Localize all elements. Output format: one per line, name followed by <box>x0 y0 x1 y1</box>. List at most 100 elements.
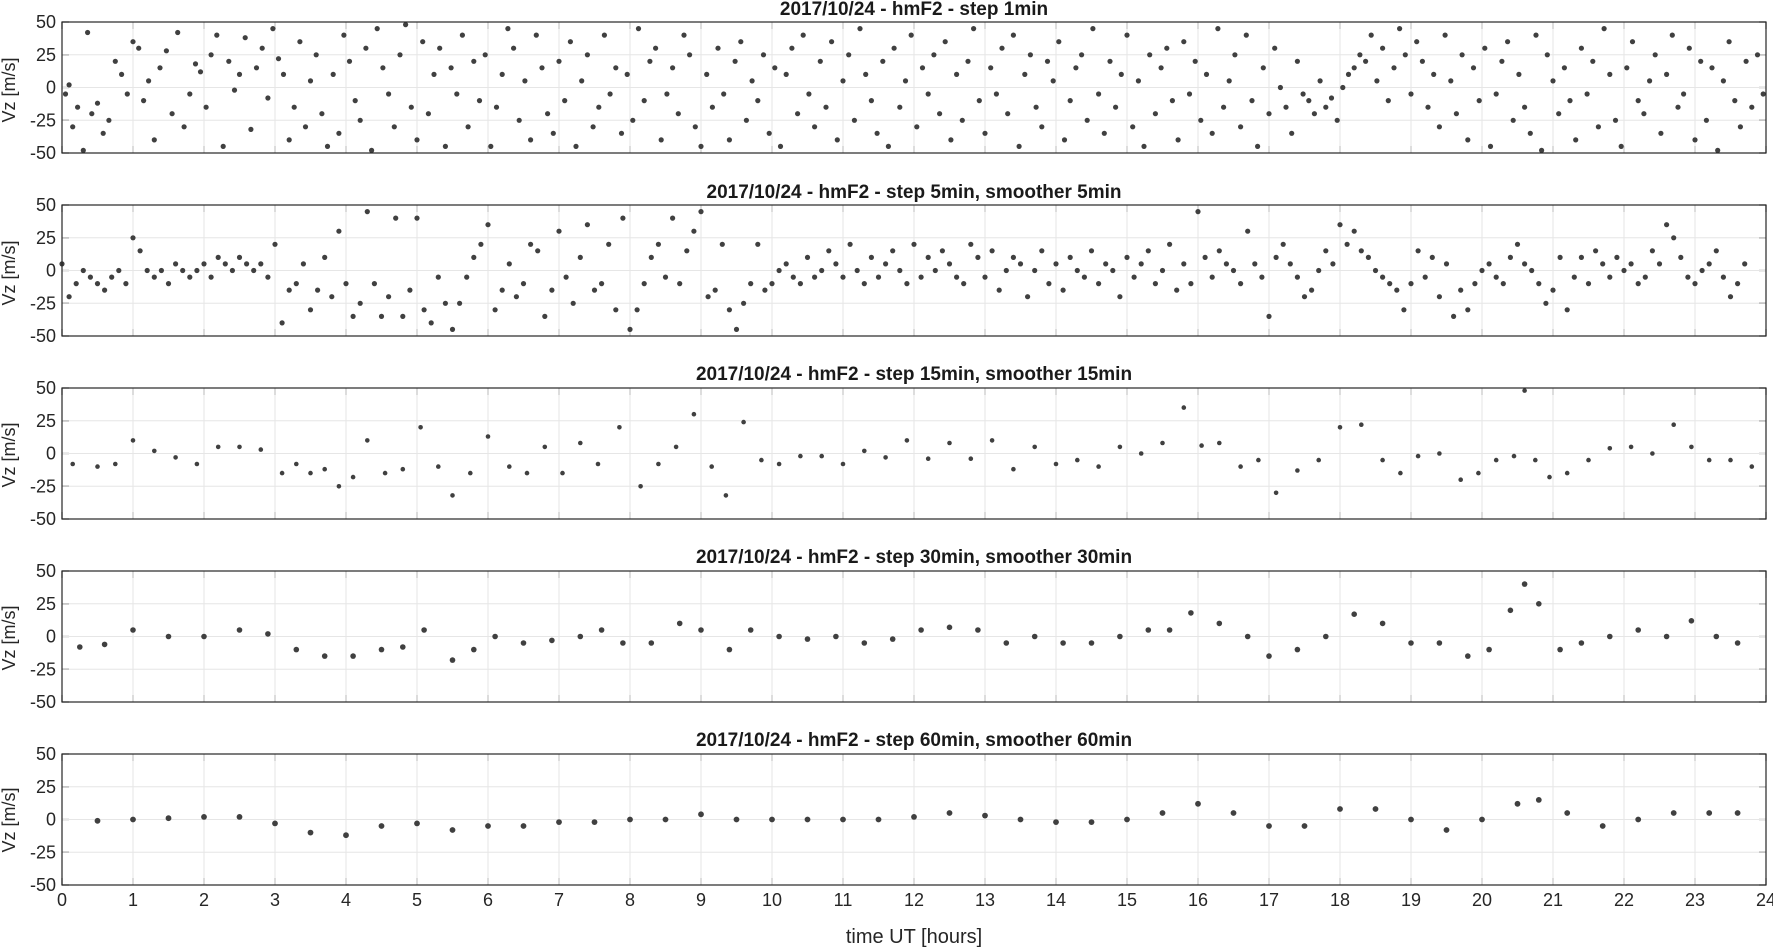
data-point <box>1074 267 1080 274</box>
data-point <box>1003 640 1010 646</box>
data-point <box>1118 71 1124 77</box>
data-point <box>1135 78 1141 84</box>
data-point <box>499 71 505 77</box>
data-point <box>925 456 931 462</box>
data-point <box>485 222 491 228</box>
data-point <box>1436 640 1443 646</box>
data-point <box>533 32 539 38</box>
data-point <box>1273 490 1279 496</box>
data-point <box>1595 124 1601 130</box>
grid-lines <box>62 22 1766 153</box>
data-point <box>435 274 441 280</box>
data-point <box>229 267 235 274</box>
data-point <box>1169 98 1175 104</box>
data-point <box>242 35 248 41</box>
data-point <box>630 117 636 123</box>
data-point <box>1453 111 1459 117</box>
data-point <box>1164 45 1170 51</box>
data-point <box>829 39 835 45</box>
data-point <box>1479 267 1485 274</box>
data-point <box>85 29 91 36</box>
data-point <box>698 811 704 818</box>
data-point <box>1272 45 1278 51</box>
data-point <box>1614 254 1620 260</box>
y-axis-label: Vz [m/s] <box>0 240 19 305</box>
data-point <box>493 104 500 110</box>
data-point <box>378 313 385 319</box>
data-point <box>1476 470 1481 476</box>
data-point <box>1601 26 1607 32</box>
data-point <box>560 470 565 476</box>
data-point <box>1027 52 1033 58</box>
data-point <box>336 130 342 136</box>
data-point <box>982 130 988 136</box>
data-point <box>1199 443 1204 448</box>
data-point <box>528 137 534 143</box>
data-point <box>400 466 406 472</box>
x-tick-label: 3 <box>270 890 280 910</box>
data-point <box>1230 810 1237 816</box>
data-point <box>208 274 214 280</box>
data-point <box>1635 98 1641 104</box>
data-point <box>783 261 789 267</box>
data-point <box>965 58 971 64</box>
data-point <box>840 816 846 823</box>
y-axis-label: Vz [m/s] <box>0 57 19 122</box>
data-point <box>1599 823 1606 829</box>
data-point <box>520 823 527 829</box>
x-tick-label: 8 <box>625 890 635 910</box>
data-point <box>421 627 427 633</box>
data-point <box>1209 274 1215 280</box>
data-point <box>1217 440 1222 446</box>
data-point <box>130 438 136 443</box>
data-point <box>1351 611 1357 617</box>
data-point <box>1669 32 1675 38</box>
data-point <box>350 313 356 319</box>
axes-frame <box>61 570 1767 703</box>
data-point <box>897 104 903 110</box>
data-point <box>975 254 981 260</box>
data-point <box>421 307 427 313</box>
x-tick-label: 23 <box>1685 890 1705 910</box>
data-point <box>535 248 541 254</box>
x-tick-label: 22 <box>1614 890 1634 910</box>
data-point <box>1586 457 1591 463</box>
data-point <box>1323 104 1329 110</box>
data-point <box>783 71 789 77</box>
data-point <box>563 274 569 280</box>
panel-15min: 2017/10/24 - hmF2 - step 15min, smoother… <box>0 364 1767 529</box>
data-point <box>1266 653 1272 659</box>
data-point <box>253 65 260 71</box>
panel-5min: 2017/10/24 - hmF2 - step 5min, smoother … <box>0 182 1767 346</box>
data-point <box>1649 248 1655 254</box>
data-point <box>336 484 342 489</box>
data-point <box>1663 633 1670 640</box>
data-point <box>386 91 392 97</box>
data-point <box>1516 71 1522 77</box>
data-point <box>1022 71 1028 77</box>
data-point <box>1635 816 1642 823</box>
data-point <box>653 45 659 51</box>
data-point <box>1647 78 1653 84</box>
data-point <box>550 130 556 136</box>
data-point <box>414 137 420 143</box>
data-point <box>1380 274 1386 280</box>
data-point <box>70 124 76 130</box>
data-point <box>1363 58 1369 64</box>
data-point <box>868 254 875 260</box>
data-point <box>1088 248 1095 254</box>
data-point <box>307 829 314 836</box>
data-point <box>363 45 369 51</box>
data-point <box>971 26 977 32</box>
data-point <box>1641 111 1647 117</box>
x-tick-label: 6 <box>483 890 493 910</box>
data-point <box>1081 274 1087 280</box>
data-point <box>1249 98 1255 104</box>
data-point <box>1387 281 1393 287</box>
data-point <box>226 58 232 64</box>
data-point <box>584 52 591 58</box>
data-point <box>1585 281 1592 287</box>
data-point <box>300 261 306 267</box>
data-point <box>596 104 602 110</box>
panel-60min: 2017/10/24 - hmF2 - step 60min, smoother… <box>0 730 1773 910</box>
